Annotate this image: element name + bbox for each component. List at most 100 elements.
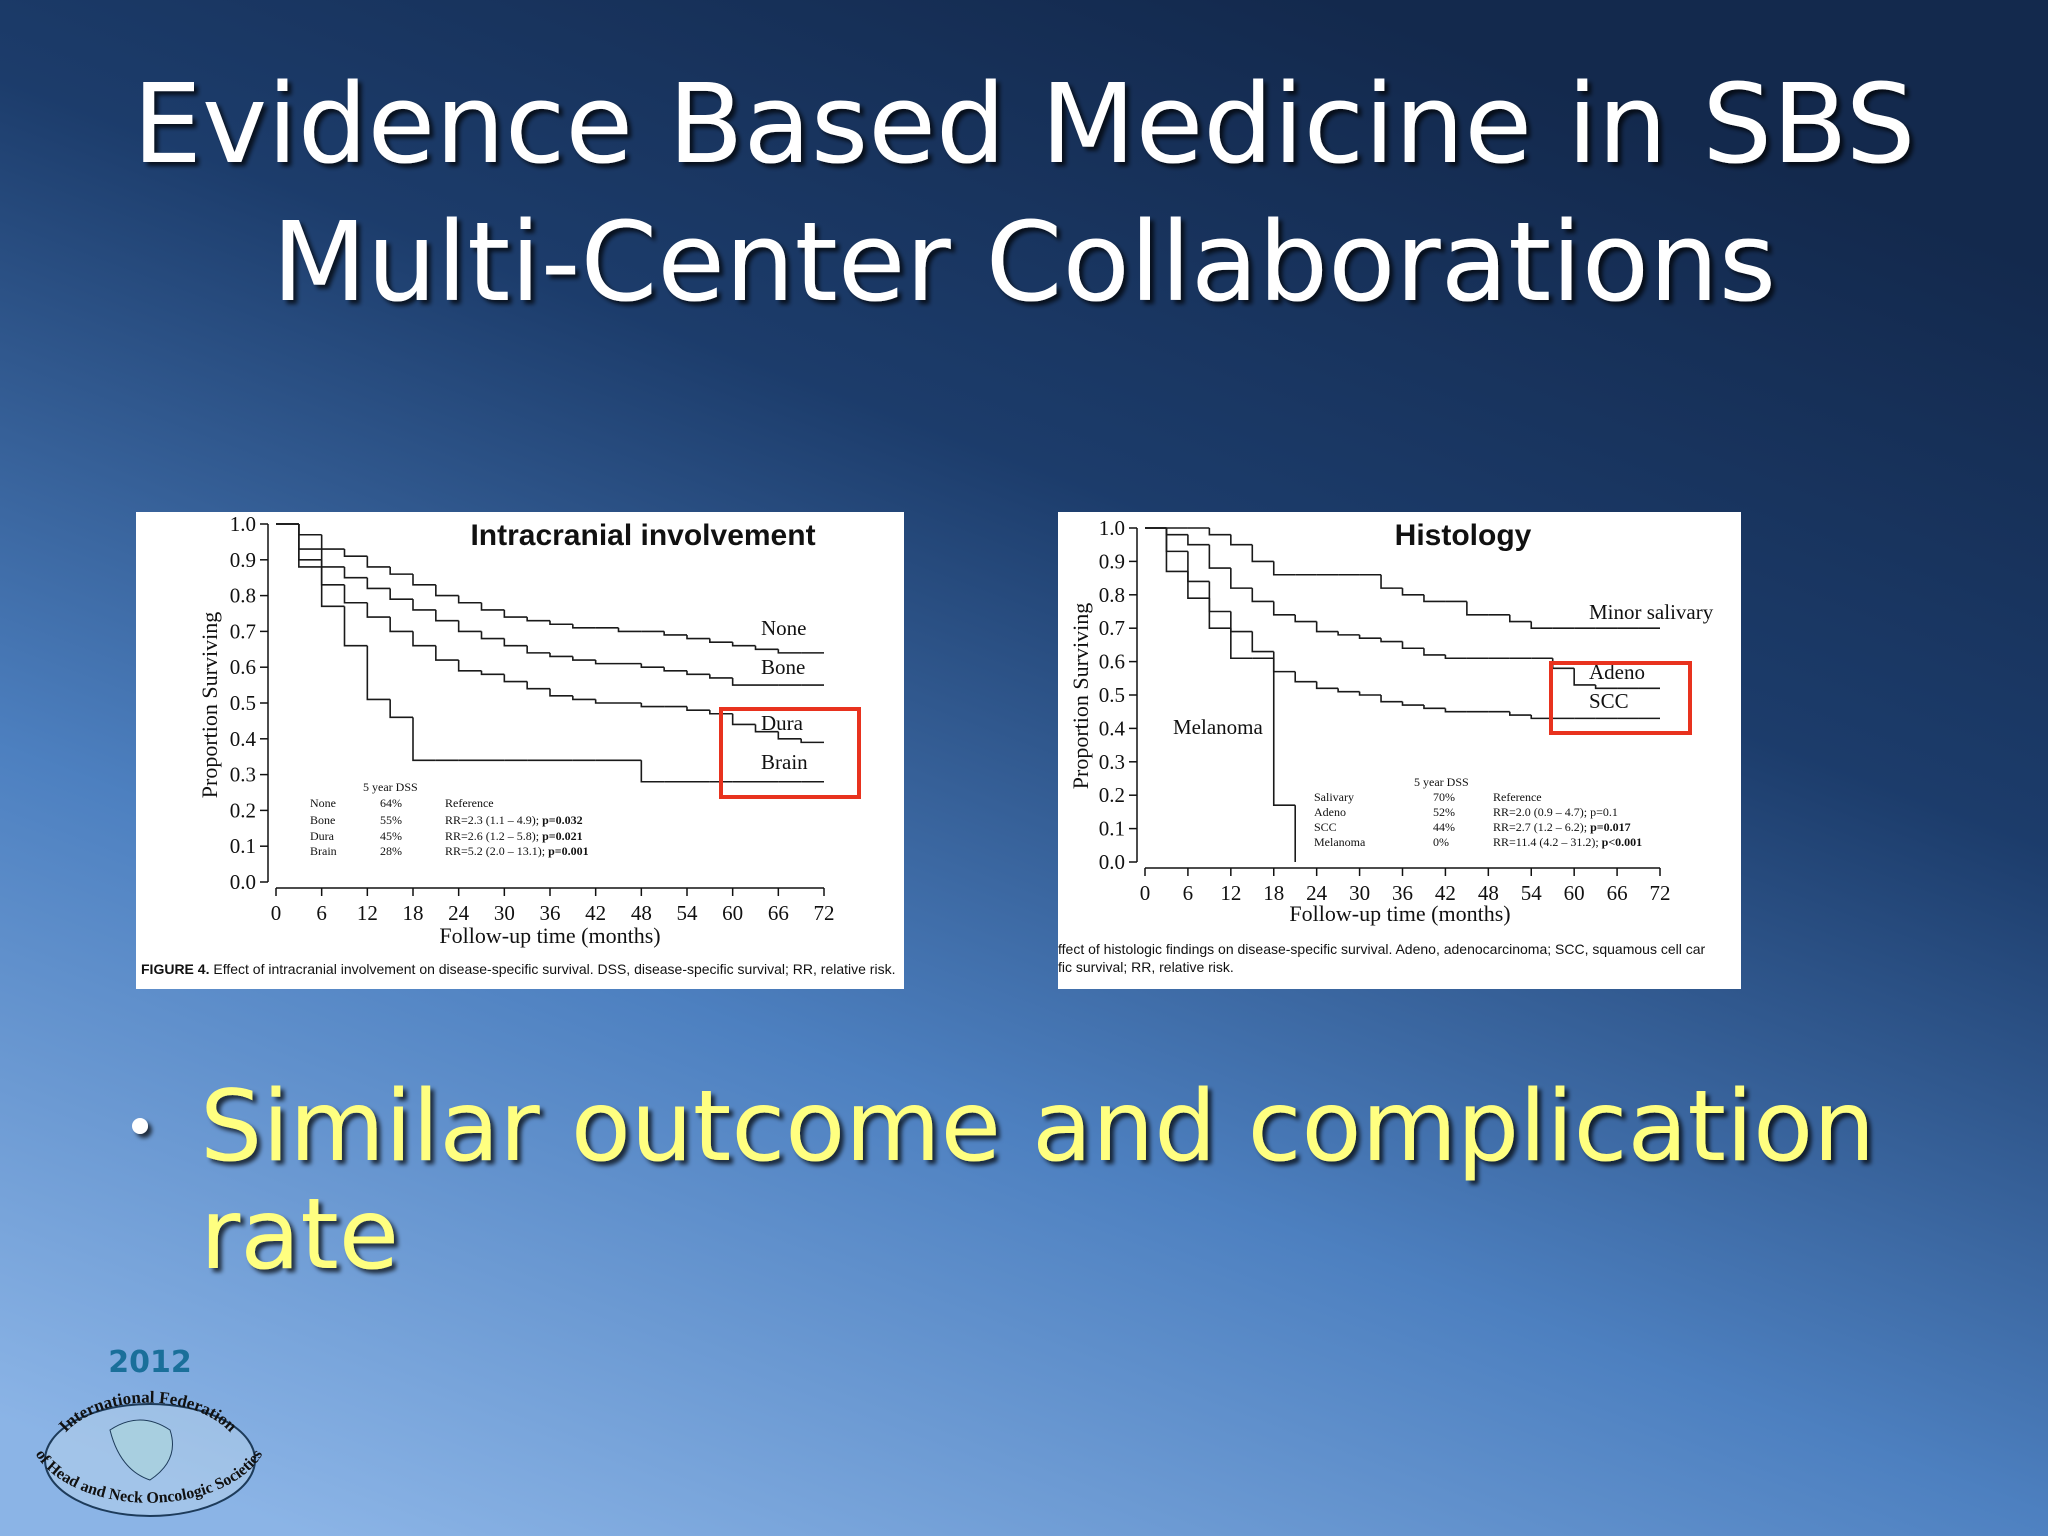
survival-step — [320, 566, 345, 608]
survival-step — [412, 599, 436, 611]
p-value: p=0.021 — [542, 829, 583, 843]
bullet-dot — [132, 1118, 148, 1134]
survival-step — [572, 656, 596, 661]
caption-text: ffect of histologic findings on disease-… — [1058, 941, 1706, 957]
table-cell: RR=5.2 (2.0 – 13.1); p=0.001 — [445, 844, 589, 858]
table-cell: Melanoma — [1314, 835, 1366, 849]
x-tick-label: 30 — [1349, 881, 1370, 905]
y-tick-label: 0.6 — [230, 655, 256, 679]
survival-step — [1401, 701, 1424, 706]
survival-step — [1251, 544, 1274, 563]
rr-text: RR=2.7 (1.2 – 6.2); — [1493, 820, 1590, 834]
x-tick-label: 42 — [585, 901, 606, 925]
survival-step — [435, 584, 459, 597]
x-tick-label: 24 — [1306, 881, 1328, 905]
table-cell: 0% — [1433, 835, 1449, 849]
survival-step — [1594, 684, 1618, 690]
survival-step — [1466, 601, 1489, 616]
series-label: Minor salivary — [1589, 600, 1714, 624]
y-tick-label: 0.5 — [230, 691, 256, 715]
table-cell: None — [310, 796, 336, 810]
caption: FIGURE 4. Effect of intracranial involve… — [141, 961, 895, 977]
y-tick-label: 0.2 — [230, 798, 256, 822]
survival-step — [1530, 621, 1553, 629]
series-label: SCC — [1589, 689, 1629, 713]
survival-step — [709, 638, 733, 643]
survival-step — [412, 717, 436, 762]
logo-globe — [109, 1419, 173, 1481]
table-cell: RR=2.3 (1.1 – 4.9); p=0.032 — [445, 813, 583, 827]
series-label: Dura — [761, 711, 804, 735]
x-tick-label: 36 — [1392, 881, 1413, 905]
x-tick-label: 72 — [1650, 881, 1671, 905]
survival-step — [1380, 695, 1403, 703]
survival-step — [1401, 641, 1424, 650]
survival-step — [389, 588, 413, 600]
logo-year: 2012 — [108, 1345, 192, 1380]
survival-step — [686, 670, 710, 676]
y-tick-label: 0.7 — [230, 619, 256, 643]
series-label: Brain — [761, 750, 808, 774]
x-tick-label: 6 — [316, 901, 327, 925]
y-tick-label: 0.0 — [1099, 850, 1125, 874]
survival-step — [526, 645, 550, 654]
caption: fic survival; RR, relative risk. — [1058, 959, 1234, 975]
survival-step — [1208, 528, 1231, 536]
survival-step — [663, 667, 687, 672]
survival-step — [1444, 654, 1467, 660]
survival-step — [1208, 544, 1231, 569]
survival-step — [343, 606, 368, 647]
survival-step — [1315, 621, 1339, 633]
caption-label: FIGURE 4. — [141, 961, 209, 977]
survival-step — [1272, 561, 1296, 576]
survival-step — [298, 524, 322, 568]
survival-step — [389, 699, 413, 719]
survival-step — [1423, 594, 1446, 603]
series-label: Melanoma — [1173, 715, 1263, 739]
table-cell: RR=2.6 (1.2 – 5.8); p=0.021 — [445, 829, 583, 843]
survival-step — [366, 645, 391, 701]
survival-step — [640, 663, 665, 668]
survival-step — [686, 706, 710, 711]
survival-step — [1251, 588, 1274, 603]
survival-step — [1208, 598, 1231, 629]
survival-step — [1187, 571, 1210, 599]
x-tick-label: 6 — [1183, 881, 1194, 905]
x-tick-label: 72 — [814, 901, 835, 925]
table-cell: Bone — [310, 813, 335, 827]
y-tick-label: 0.8 — [1099, 583, 1125, 607]
survival-step — [1294, 614, 1317, 623]
chart-title: Histology — [1395, 519, 1532, 552]
survival-step — [389, 617, 413, 633]
survival-step — [503, 609, 528, 618]
rr-text: Reference — [445, 796, 494, 810]
survival-step — [709, 674, 733, 679]
bullet-line: Similar outcome and complication — [200, 1070, 1875, 1184]
y-tick-label: 1.0 — [1099, 516, 1125, 540]
y-tick-label: 0.8 — [230, 584, 256, 608]
y-tick-label: 0.4 — [230, 727, 257, 751]
survival-step — [503, 674, 528, 683]
table-cell: RR=2.0 (0.9 – 4.7); p=0.1 — [1493, 805, 1618, 819]
title-line: Evidence Based Medicine in SBS — [133, 60, 1916, 188]
y-tick-label: 0.9 — [1099, 549, 1125, 573]
survival-step — [640, 703, 665, 708]
survival-step — [457, 660, 482, 672]
y-tick-label: 0.2 — [1099, 783, 1125, 807]
survival-step — [1230, 568, 1253, 589]
survival-step — [1272, 601, 1296, 616]
x-tick-label: 24 — [448, 901, 470, 925]
y-tick-label: 0.5 — [1099, 683, 1125, 707]
survival-step — [457, 595, 482, 604]
x-tick-label: 12 — [1220, 881, 1241, 905]
table-cell: SCC — [1314, 820, 1337, 834]
survival-step — [1573, 668, 1596, 686]
x-tick-label: 48 — [631, 901, 652, 925]
p-value: p=0.017 — [1590, 820, 1631, 834]
survival-step — [754, 645, 779, 651]
survival-step — [526, 617, 550, 622]
survival-step — [435, 609, 459, 622]
survival-step — [1423, 648, 1446, 656]
survival-step — [1272, 658, 1296, 807]
